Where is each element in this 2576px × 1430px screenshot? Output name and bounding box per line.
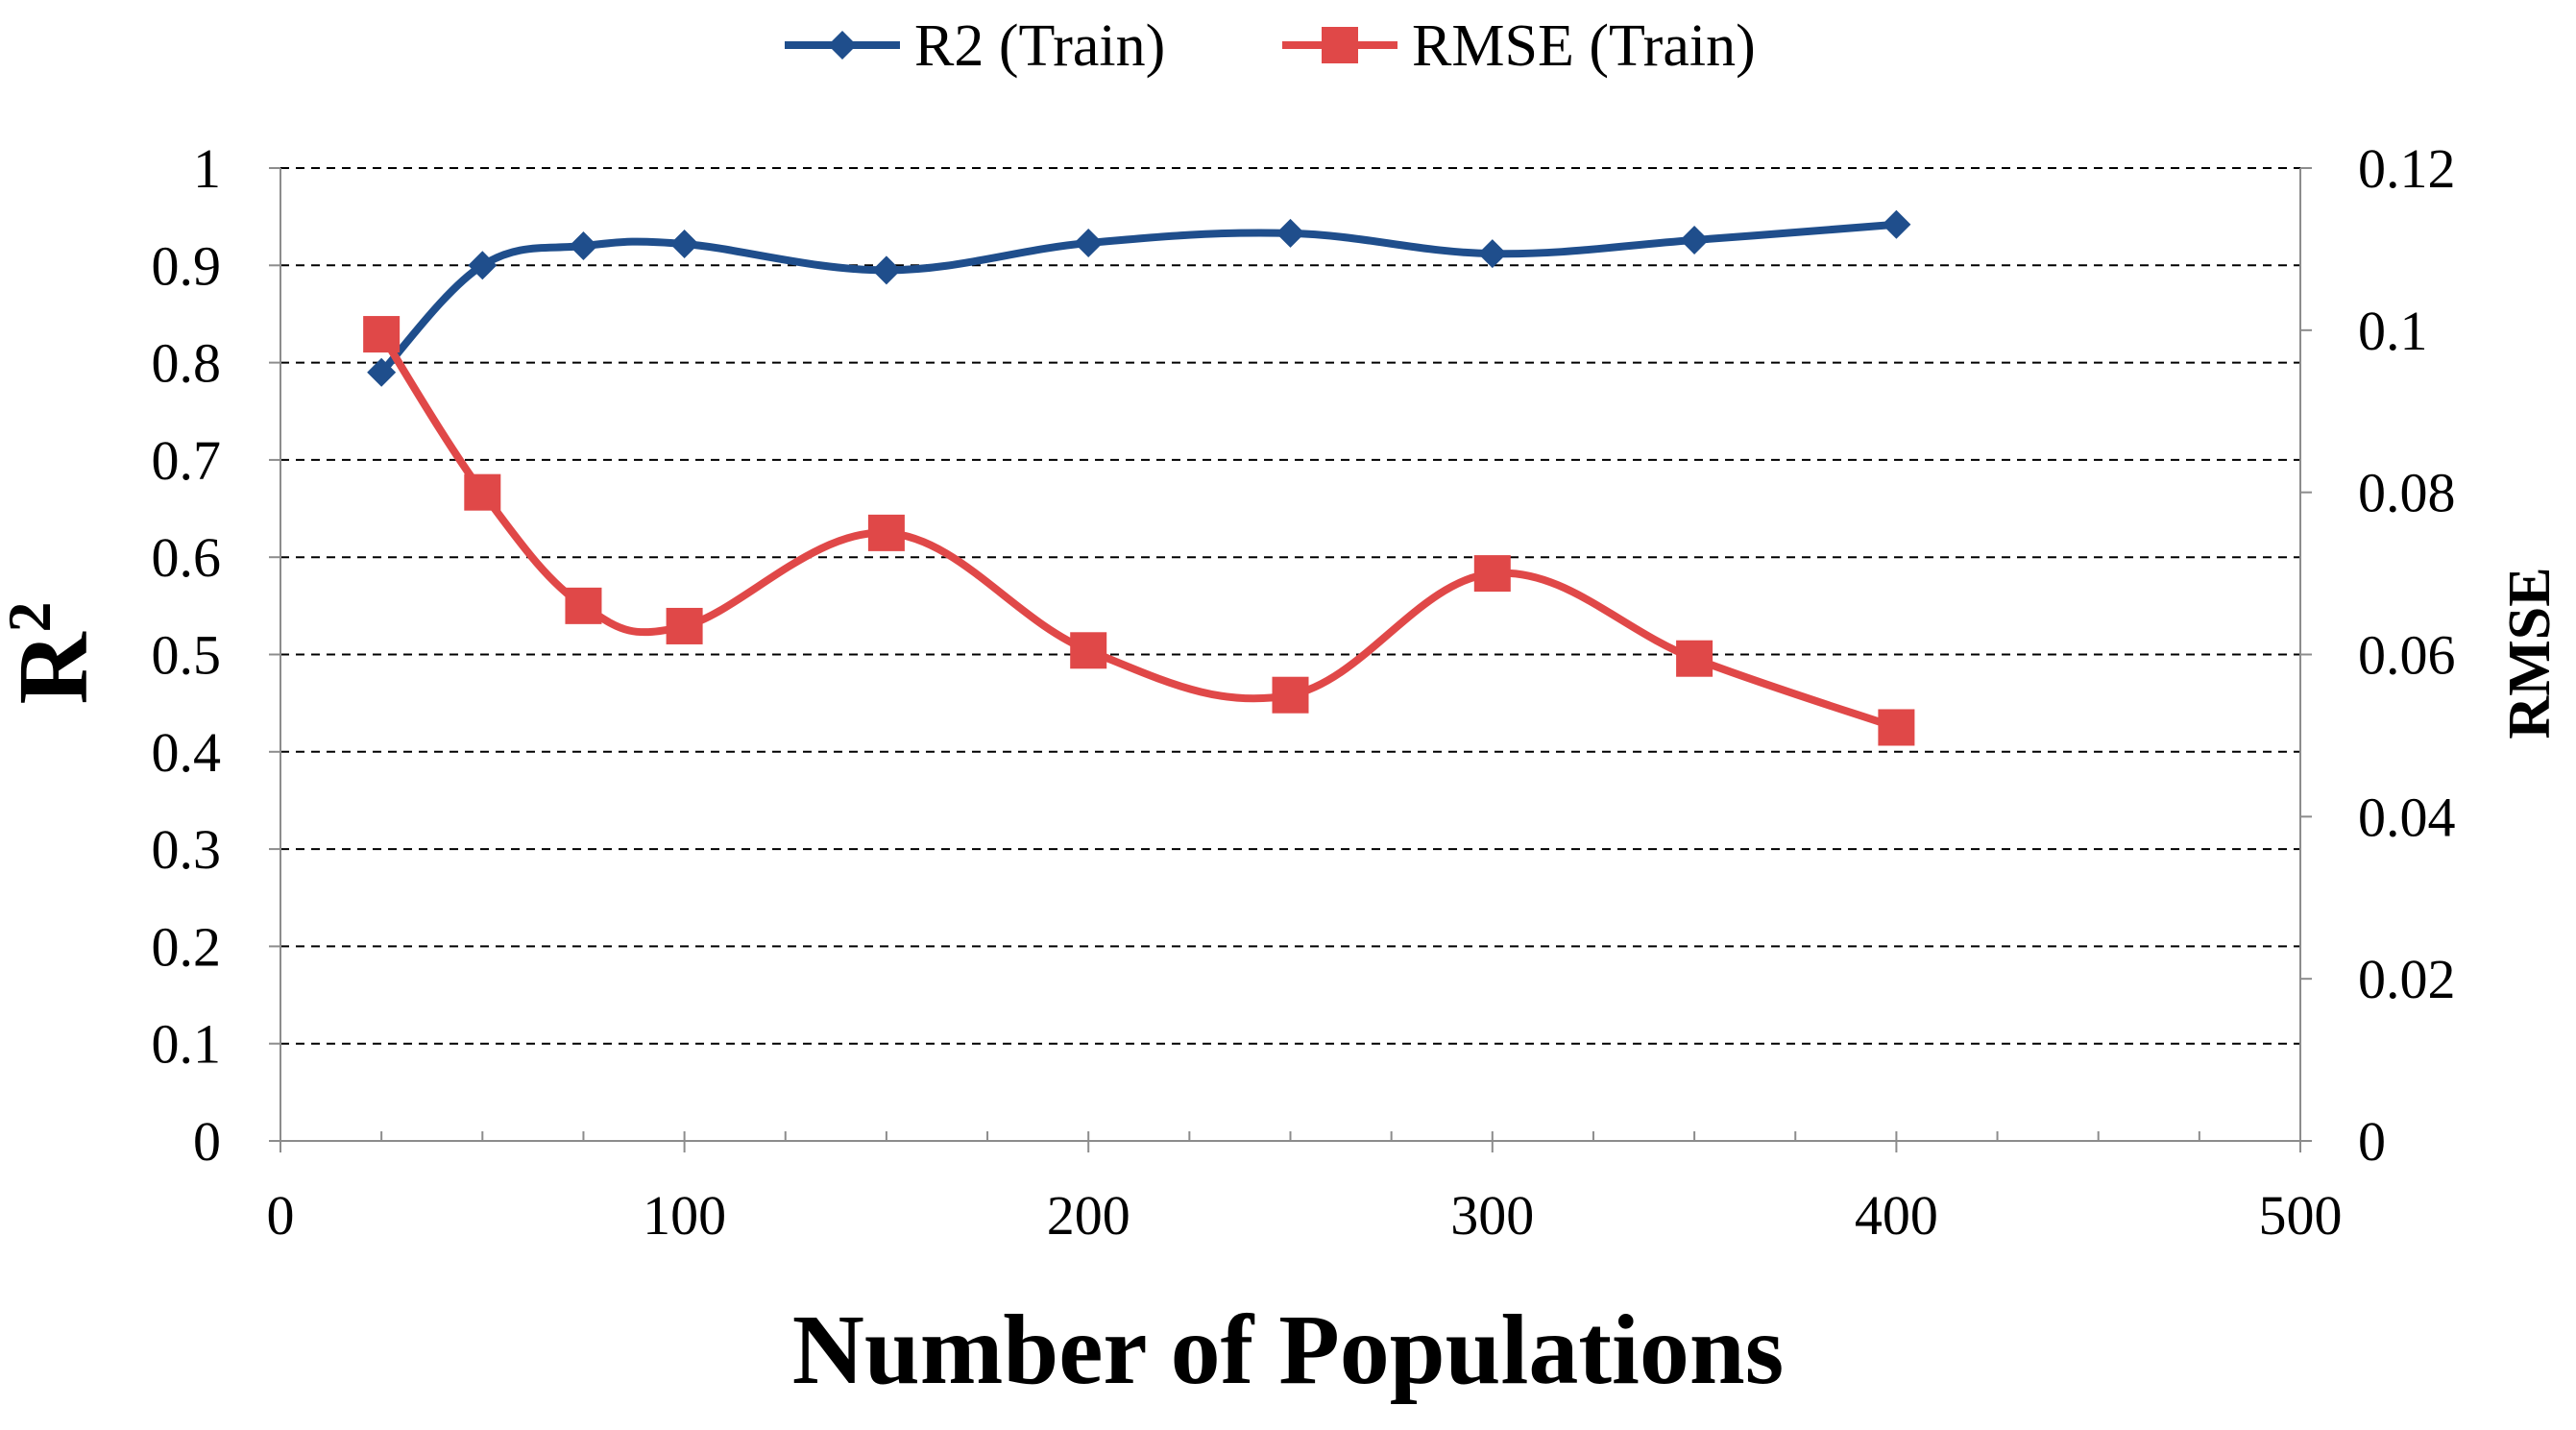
series-group <box>363 209 1915 746</box>
data-point-diamond <box>367 357 397 387</box>
data-point-diamond <box>1882 209 1911 239</box>
series-line <box>377 330 1901 732</box>
x-tick-label: 400 <box>1855 1184 1938 1247</box>
legend-swatch-marker <box>828 31 857 60</box>
y-tick-label: 1 <box>193 137 221 200</box>
x-tick-label: 200 <box>1047 1184 1130 1247</box>
data-point-square <box>1676 640 1713 677</box>
data-point-square <box>363 316 401 353</box>
y2-tick-label: 0 <box>2358 1110 2386 1173</box>
y-tick-label: 0 <box>193 1110 221 1173</box>
data-point-diamond <box>1074 229 1104 258</box>
series-rmse-train <box>363 316 1915 746</box>
data-point-square <box>1070 632 1107 669</box>
y2-axis-title: RMSE <box>2497 567 2563 739</box>
y-tick-label: 0.5 <box>152 624 222 687</box>
y2-tick-label: 0.1 <box>2358 300 2428 362</box>
y-tick-label: 0.1 <box>152 1013 222 1076</box>
data-point-diamond <box>1680 225 1710 254</box>
data-point-diamond <box>1276 218 1305 248</box>
legend-item: RMSE (Train) <box>1282 13 1756 79</box>
y-axis-title-superscript: 2 <box>0 601 63 632</box>
legend-swatch-marker <box>1322 27 1358 63</box>
data-point-square <box>1473 555 1511 593</box>
y-tick-label: 0.9 <box>152 234 222 297</box>
gridlines <box>280 167 2300 1045</box>
y2-tick-label: 0.02 <box>2358 948 2456 1010</box>
y-tick-label: 0.8 <box>152 332 222 395</box>
data-point-square <box>867 514 905 551</box>
axes: 0 0.1 0.2 0.3 0.4 0.5 0.6 0.7 0.8 0.9 1 0 0.02 0.04 0.… <box>152 137 2456 1247</box>
data-point-square <box>1272 676 1309 714</box>
series-line <box>377 220 1901 376</box>
x-tick-label: 0 <box>267 1184 295 1247</box>
data-point-diamond <box>669 230 699 259</box>
legend: R2 (Train) RMSE (Train) <box>785 13 1756 79</box>
data-point-square <box>565 587 602 624</box>
data-point-square <box>1878 709 1915 746</box>
legend-label: R2 (Train) <box>914 13 1165 79</box>
y-tick-label: 0.7 <box>152 429 222 492</box>
data-point-diamond <box>569 231 598 261</box>
x-tick-label: 500 <box>2259 1184 2343 1247</box>
data-point-diamond <box>468 251 498 280</box>
y2-tick-label: 0.08 <box>2358 462 2456 524</box>
series-r2-train <box>367 209 1911 387</box>
y-axis-title-base: R <box>0 631 109 705</box>
y2-tick-label: 0.04 <box>2358 786 2456 848</box>
y2-tick-label: 0.12 <box>2358 137 2456 200</box>
x-axis-title: Number of Populations <box>792 1295 1784 1405</box>
y-tick-label: 0.4 <box>152 721 222 784</box>
y-tick-label: 0.2 <box>152 915 222 978</box>
y-tick-label: 0.6 <box>152 526 222 589</box>
legend-item: R2 (Train) <box>785 13 1165 79</box>
data-point-diamond <box>871 255 901 285</box>
x-tick-label: 100 <box>643 1184 726 1247</box>
legend-label: RMSE (Train) <box>1412 13 1756 79</box>
data-point-square <box>666 607 703 644</box>
y-axis-title: R2 <box>0 601 109 704</box>
data-point-diamond <box>1477 239 1507 269</box>
x-tick-label: 300 <box>1450 1184 1534 1247</box>
data-point-square <box>464 473 501 511</box>
y2-tick-label: 0.06 <box>2358 624 2456 687</box>
y-tick-label: 0.3 <box>152 818 222 881</box>
